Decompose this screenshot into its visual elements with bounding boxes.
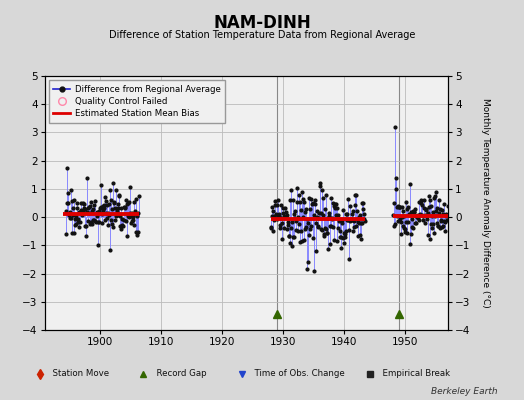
Text: Station Move: Station Move [47, 370, 110, 378]
Text: Berkeley Earth: Berkeley Earth [431, 387, 498, 396]
Y-axis label: Monthly Temperature Anomaly Difference (°C): Monthly Temperature Anomaly Difference (… [482, 98, 490, 308]
Text: Record Gap: Record Gap [151, 370, 206, 378]
Text: NAM-DINH: NAM-DINH [213, 14, 311, 32]
Text: Time of Obs. Change: Time of Obs. Change [249, 370, 345, 378]
Text: Difference of Station Temperature Data from Regional Average: Difference of Station Temperature Data f… [109, 30, 415, 40]
Text: Empirical Break: Empirical Break [377, 370, 451, 378]
Legend: Difference from Regional Average, Quality Control Failed, Estimated Station Mean: Difference from Regional Average, Qualit… [49, 80, 225, 123]
